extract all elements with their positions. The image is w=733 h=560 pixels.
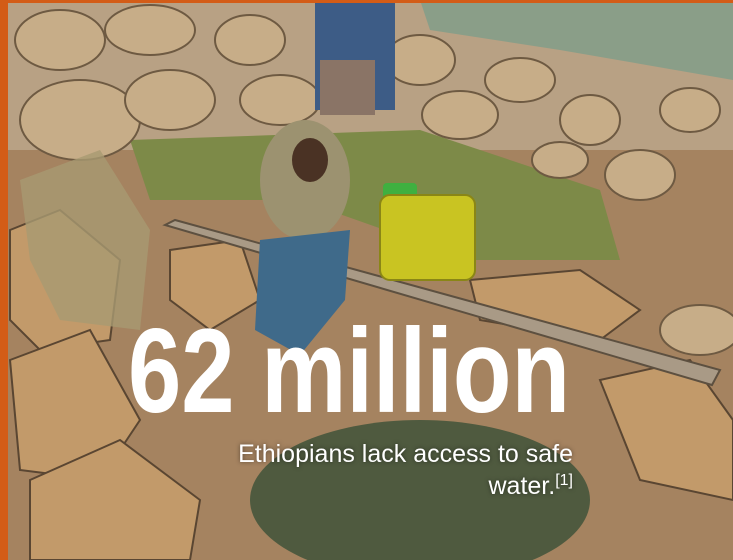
- caption: Ethiopians lack access to safe water.: [238, 440, 573, 500]
- caption-block: Ethiopians lack access to safe water.[1]: [213, 438, 573, 502]
- footnote[interactable]: [1]: [555, 472, 573, 489]
- headline: 62 million: [128, 304, 570, 438]
